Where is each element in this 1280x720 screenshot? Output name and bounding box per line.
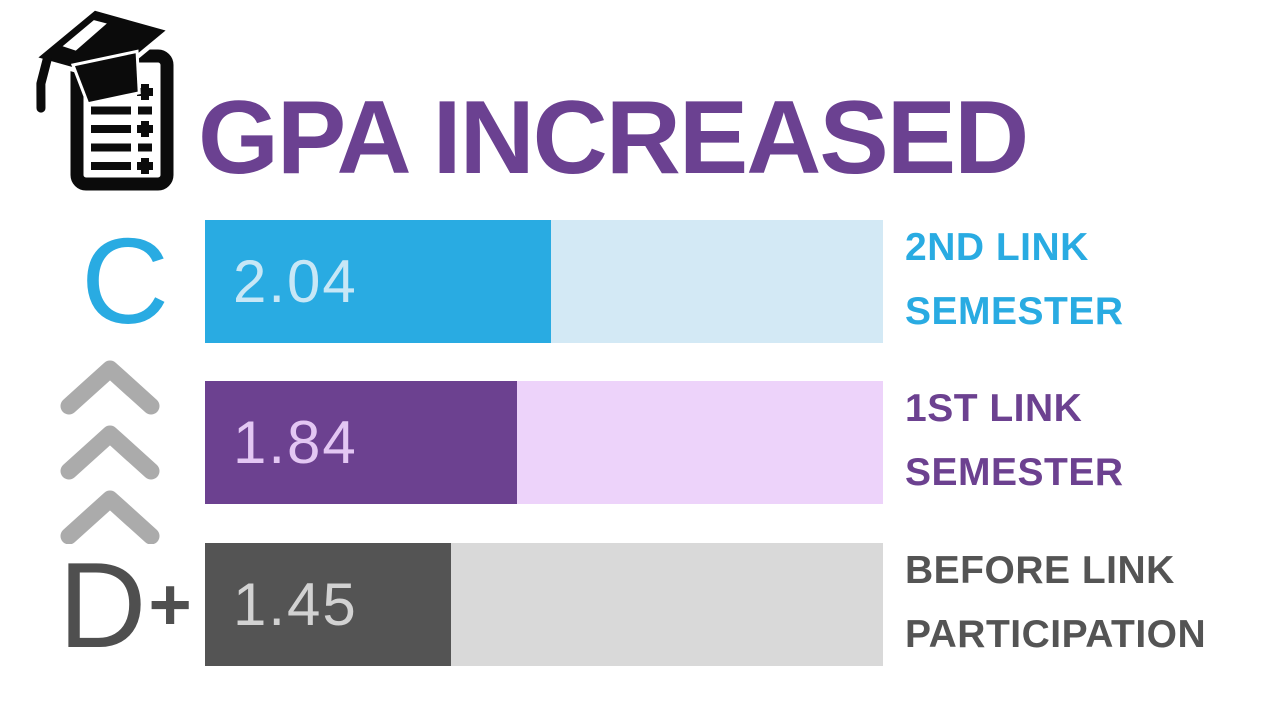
- bar-row-before-link: D + 1.45 BEFORE LINK PARTICIPATION: [0, 543, 1280, 666]
- bar-row-1st-link-semester: 1.84 1ST LINK SEMESTER: [0, 360, 1280, 545]
- bar-row-2nd-link-semester: C 2.04 2ND LINK SEMESTER: [0, 220, 1280, 343]
- bar-label-line1: 2ND LINK: [905, 226, 1089, 269]
- bar-fill: 1.84: [205, 381, 517, 504]
- bar-label-line2: SEMESTER: [905, 451, 1124, 494]
- grade-letter: D: [58, 536, 147, 673]
- bar-label-line2: PARTICIPATION: [905, 613, 1207, 656]
- bar-label-line1: 1ST LINK: [905, 387, 1083, 430]
- bar-track: 2.04: [205, 220, 883, 343]
- bar-label: 1ST LINK SEMESTER: [905, 377, 1124, 505]
- grade-marker-c: C: [80, 213, 170, 349]
- bar-value: 1.45: [233, 571, 358, 638]
- chevrons-up-icon: [60, 354, 160, 545]
- bar-track: 1.84: [205, 381, 883, 504]
- bar-label: BEFORE LINK PARTICIPATION: [905, 539, 1206, 667]
- grade-marker-d-plus: D +: [55, 543, 195, 666]
- page-title: GPA INCREASED: [198, 80, 1029, 196]
- bar-fill: 2.04: [205, 220, 551, 343]
- bar-track: 1.45: [205, 543, 883, 666]
- bar-value: 2.04: [233, 248, 358, 315]
- graduation-cap-checklist-icon: [25, 5, 195, 191]
- bar-label-line2: SEMESTER: [905, 290, 1124, 333]
- bar-label-line1: BEFORE LINK: [905, 549, 1175, 592]
- bar-label: 2ND LINK SEMESTER: [905, 216, 1124, 344]
- bar-value: 1.84: [233, 409, 358, 476]
- grade-plus-suffix: +: [148, 563, 192, 646]
- bar-fill: 1.45: [205, 543, 451, 666]
